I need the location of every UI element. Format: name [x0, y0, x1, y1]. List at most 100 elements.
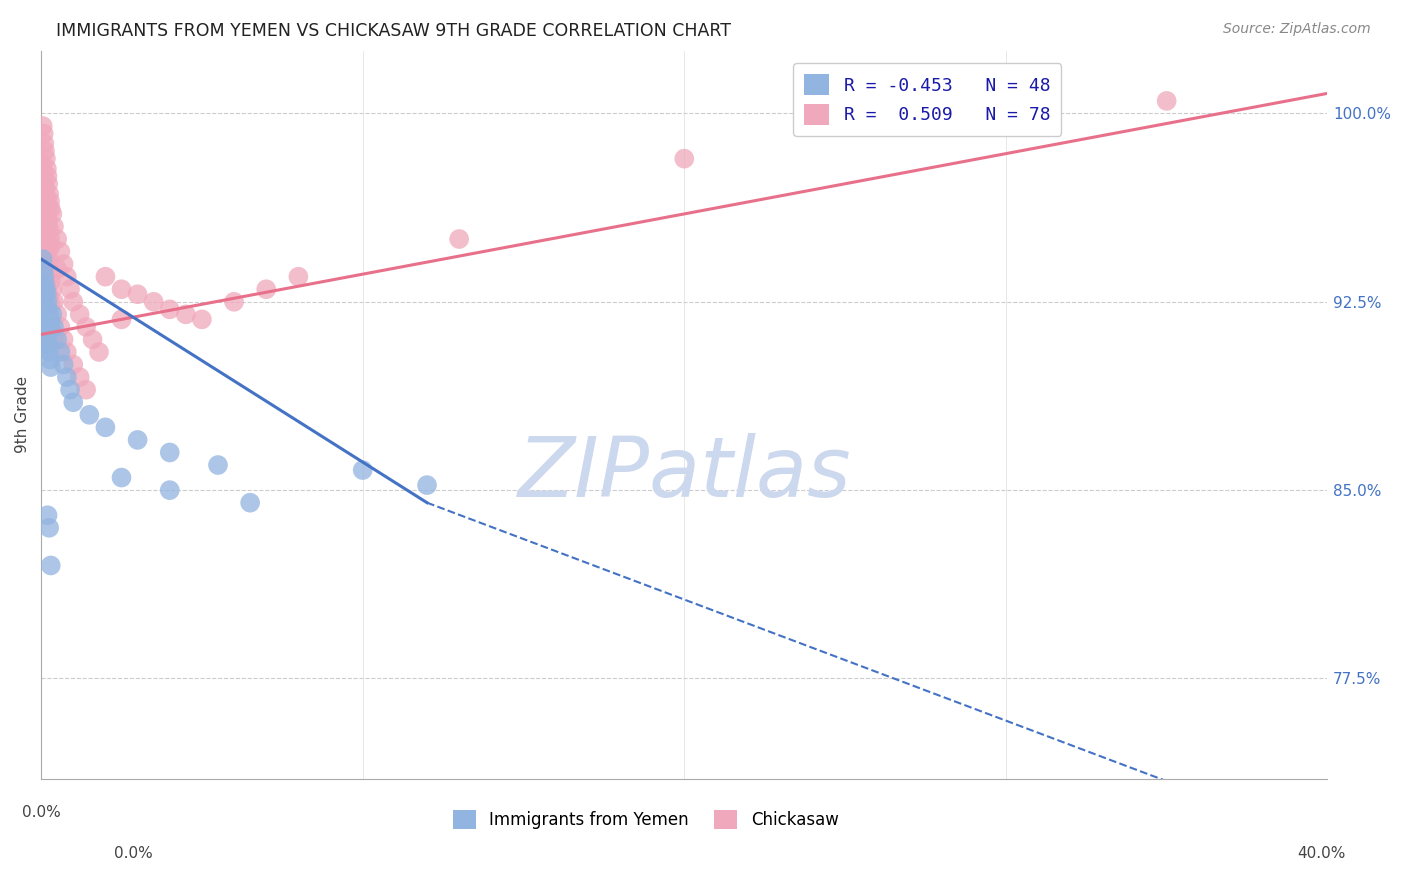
Point: [94, 420, 117, 434]
Point: [42, 294, 65, 309]
Point: [94, 269, 117, 284]
Point: [39, 239, 62, 253]
Point: [38, 257, 60, 271]
Point: [35, 282, 58, 296]
Text: 0.0%: 0.0%: [114, 847, 153, 861]
Point: [49, 244, 72, 259]
Point: [38, 345, 60, 359]
Point: [34, 267, 56, 281]
Point: [32, 167, 55, 181]
Point: [37, 302, 59, 317]
Point: [31, 194, 53, 209]
Point: [32, 127, 55, 141]
Point: [49, 319, 72, 334]
Point: [35, 197, 58, 211]
Point: [42, 219, 65, 234]
Point: [32, 293, 55, 307]
Point: [39, 360, 62, 375]
Point: [34, 277, 56, 292]
Point: [39, 297, 62, 311]
Point: [31, 119, 53, 133]
Point: [37, 207, 59, 221]
Point: [239, 496, 262, 510]
Point: [416, 478, 439, 492]
Point: [56, 269, 79, 284]
Point: [35, 275, 58, 289]
Point: [39, 194, 62, 209]
Point: [34, 260, 56, 274]
Point: [39, 312, 62, 326]
Point: [39, 275, 62, 289]
Point: [31, 157, 53, 171]
Point: [127, 433, 149, 447]
Point: [34, 210, 56, 224]
Point: [207, 458, 229, 472]
Point: [32, 262, 55, 277]
Point: [34, 174, 56, 188]
Point: [352, 463, 374, 477]
Point: [1156, 94, 1178, 108]
Point: [34, 217, 56, 231]
Point: [35, 315, 58, 329]
Point: [34, 334, 56, 349]
Point: [59, 282, 82, 296]
Point: [38, 521, 60, 535]
Point: [79, 408, 101, 422]
Point: [39, 232, 62, 246]
Point: [42, 319, 65, 334]
Point: [37, 282, 59, 296]
Point: [52, 333, 75, 347]
Point: [254, 282, 277, 296]
Point: [37, 294, 59, 309]
Point: [37, 330, 59, 344]
Point: [37, 337, 59, 351]
Point: [31, 312, 53, 326]
Point: [34, 300, 56, 314]
Point: [35, 343, 58, 357]
Text: ZIPatlas: ZIPatlas: [517, 433, 851, 514]
Point: [32, 252, 55, 266]
Point: [159, 445, 181, 459]
Point: [41, 307, 63, 321]
Point: [32, 319, 55, 334]
Point: [35, 152, 58, 166]
Point: [127, 287, 149, 301]
Point: [52, 257, 75, 271]
Point: [37, 508, 59, 523]
Point: [62, 395, 84, 409]
Y-axis label: 9th Grade: 9th Grade: [15, 376, 30, 453]
Point: [41, 282, 63, 296]
Legend: Immigrants from Yemen, Chickasaw: Immigrants from Yemen, Chickasaw: [446, 804, 845, 836]
Point: [159, 483, 181, 497]
Point: [110, 470, 132, 484]
Text: 0.0%: 0.0%: [21, 805, 60, 820]
Point: [62, 294, 84, 309]
Point: [222, 294, 245, 309]
Point: [159, 302, 181, 317]
Point: [35, 161, 58, 176]
Point: [46, 232, 69, 246]
Point: [82, 333, 104, 347]
Point: [34, 182, 56, 196]
Point: [35, 235, 58, 249]
Point: [35, 225, 58, 239]
Point: [38, 290, 60, 304]
Point: [31, 244, 53, 259]
Point: [69, 307, 91, 321]
Point: [38, 222, 60, 236]
Point: [39, 319, 62, 334]
Point: [39, 352, 62, 367]
Point: [287, 269, 309, 284]
Point: [39, 558, 62, 573]
Text: 40.0%: 40.0%: [1298, 847, 1346, 861]
Point: [34, 307, 56, 321]
Text: IMMIGRANTS FROM YEMEN VS CHICKASAW 9TH GRADE CORRELATION CHART: IMMIGRANTS FROM YEMEN VS CHICKASAW 9TH G…: [56, 22, 731, 40]
Point: [37, 214, 59, 228]
Point: [46, 333, 69, 347]
Point: [142, 294, 165, 309]
Point: [52, 358, 75, 372]
Point: [31, 252, 53, 266]
Point: [42, 333, 65, 347]
Text: Source: ZipAtlas.com: Source: ZipAtlas.com: [1223, 22, 1371, 37]
Point: [87, 345, 110, 359]
